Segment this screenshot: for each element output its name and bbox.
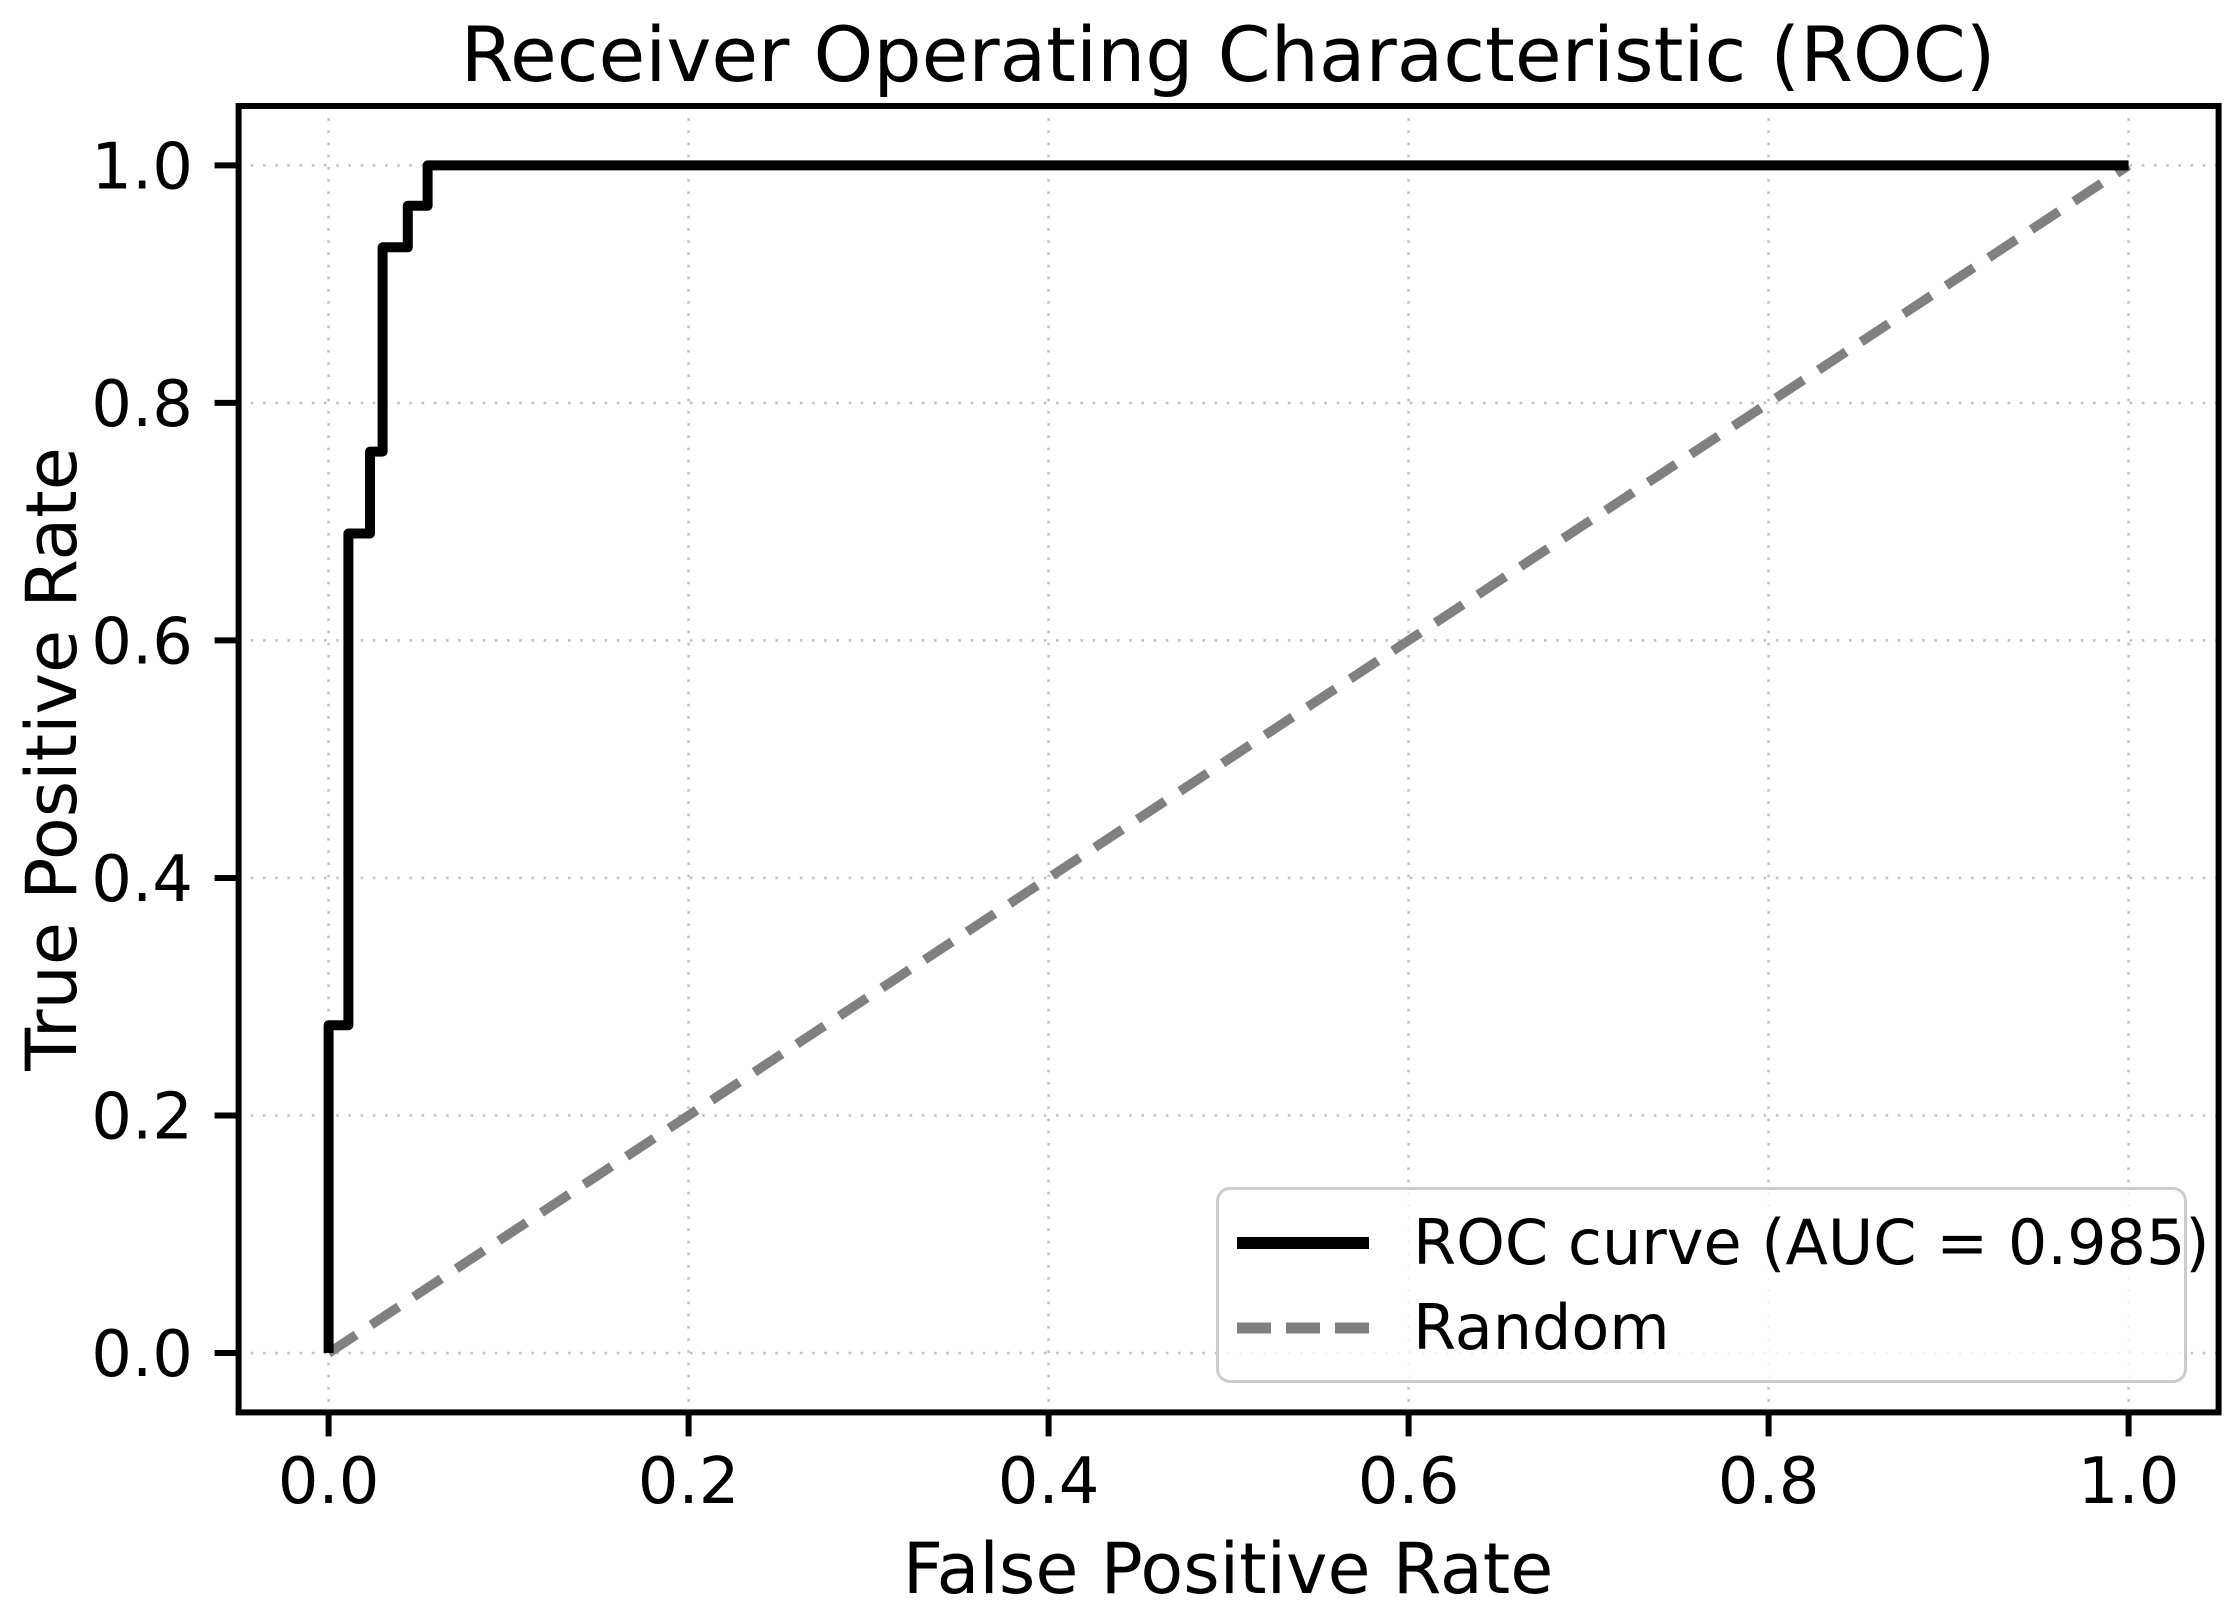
y-tick-label: 1.0 [91,130,193,204]
x-tick-label: 0.2 [638,1445,740,1519]
legend-item-random: Random [1237,1291,2166,1364]
legend-label-random: Random [1413,1291,1670,1364]
random-dashed-line-sample-icon [1237,1322,1369,1333]
x-tick-label: 1.0 [2078,1445,2180,1519]
roc-curve-line [323,160,2129,1353]
chart-title: Receiver Operating Characteristic (ROC) [460,10,1996,99]
y-tick-label: 0.8 [91,368,193,442]
y-tick-label: 0.4 [91,843,193,917]
x-tick-label: 0.8 [1718,1445,1820,1519]
legend-item-roc-curve: ROC curve (AUC = 0.985) [1237,1206,2210,1279]
y-axis-label: True Positive Rate [11,447,93,1071]
y-tick-label: 0.0 [91,1318,193,1392]
legend-label-roc-curve: ROC curve (AUC = 0.985) [1413,1206,2210,1279]
y-tick-label: 0.6 [91,605,193,679]
legend: ROC curve (AUC = 0.985) Random [1216,1187,2210,1383]
axes-spines [235,103,2222,1416]
x-tick-label: 0.4 [998,1445,1100,1519]
roc-curve-line-sample-icon [1237,1236,1369,1249]
x-axis-label: False Positive Rate [902,1528,1554,1602]
random-diagonal-line [325,161,2132,1357]
x-tick-label: 0.0 [278,1445,380,1519]
y-tick-label: 0.2 [91,1080,193,1154]
x-tick-label: 0.6 [1358,1445,1460,1519]
